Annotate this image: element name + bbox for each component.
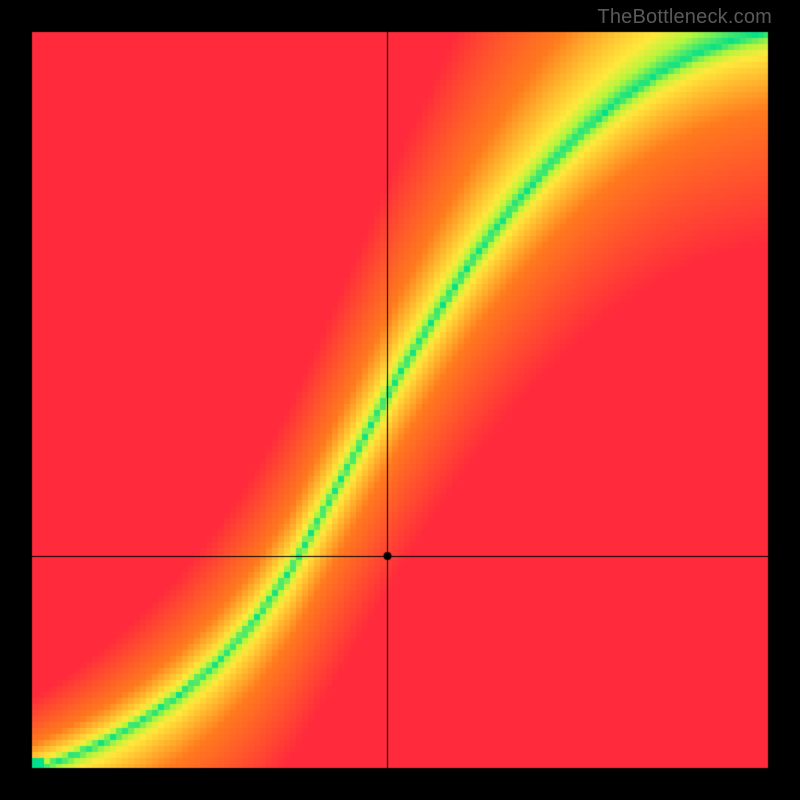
watermark-text: TheBottleneck.com: [597, 6, 772, 29]
bottleneck-heatmap-canvas: [0, 0, 800, 800]
chart-container: TheBottleneck.com: [0, 0, 800, 800]
